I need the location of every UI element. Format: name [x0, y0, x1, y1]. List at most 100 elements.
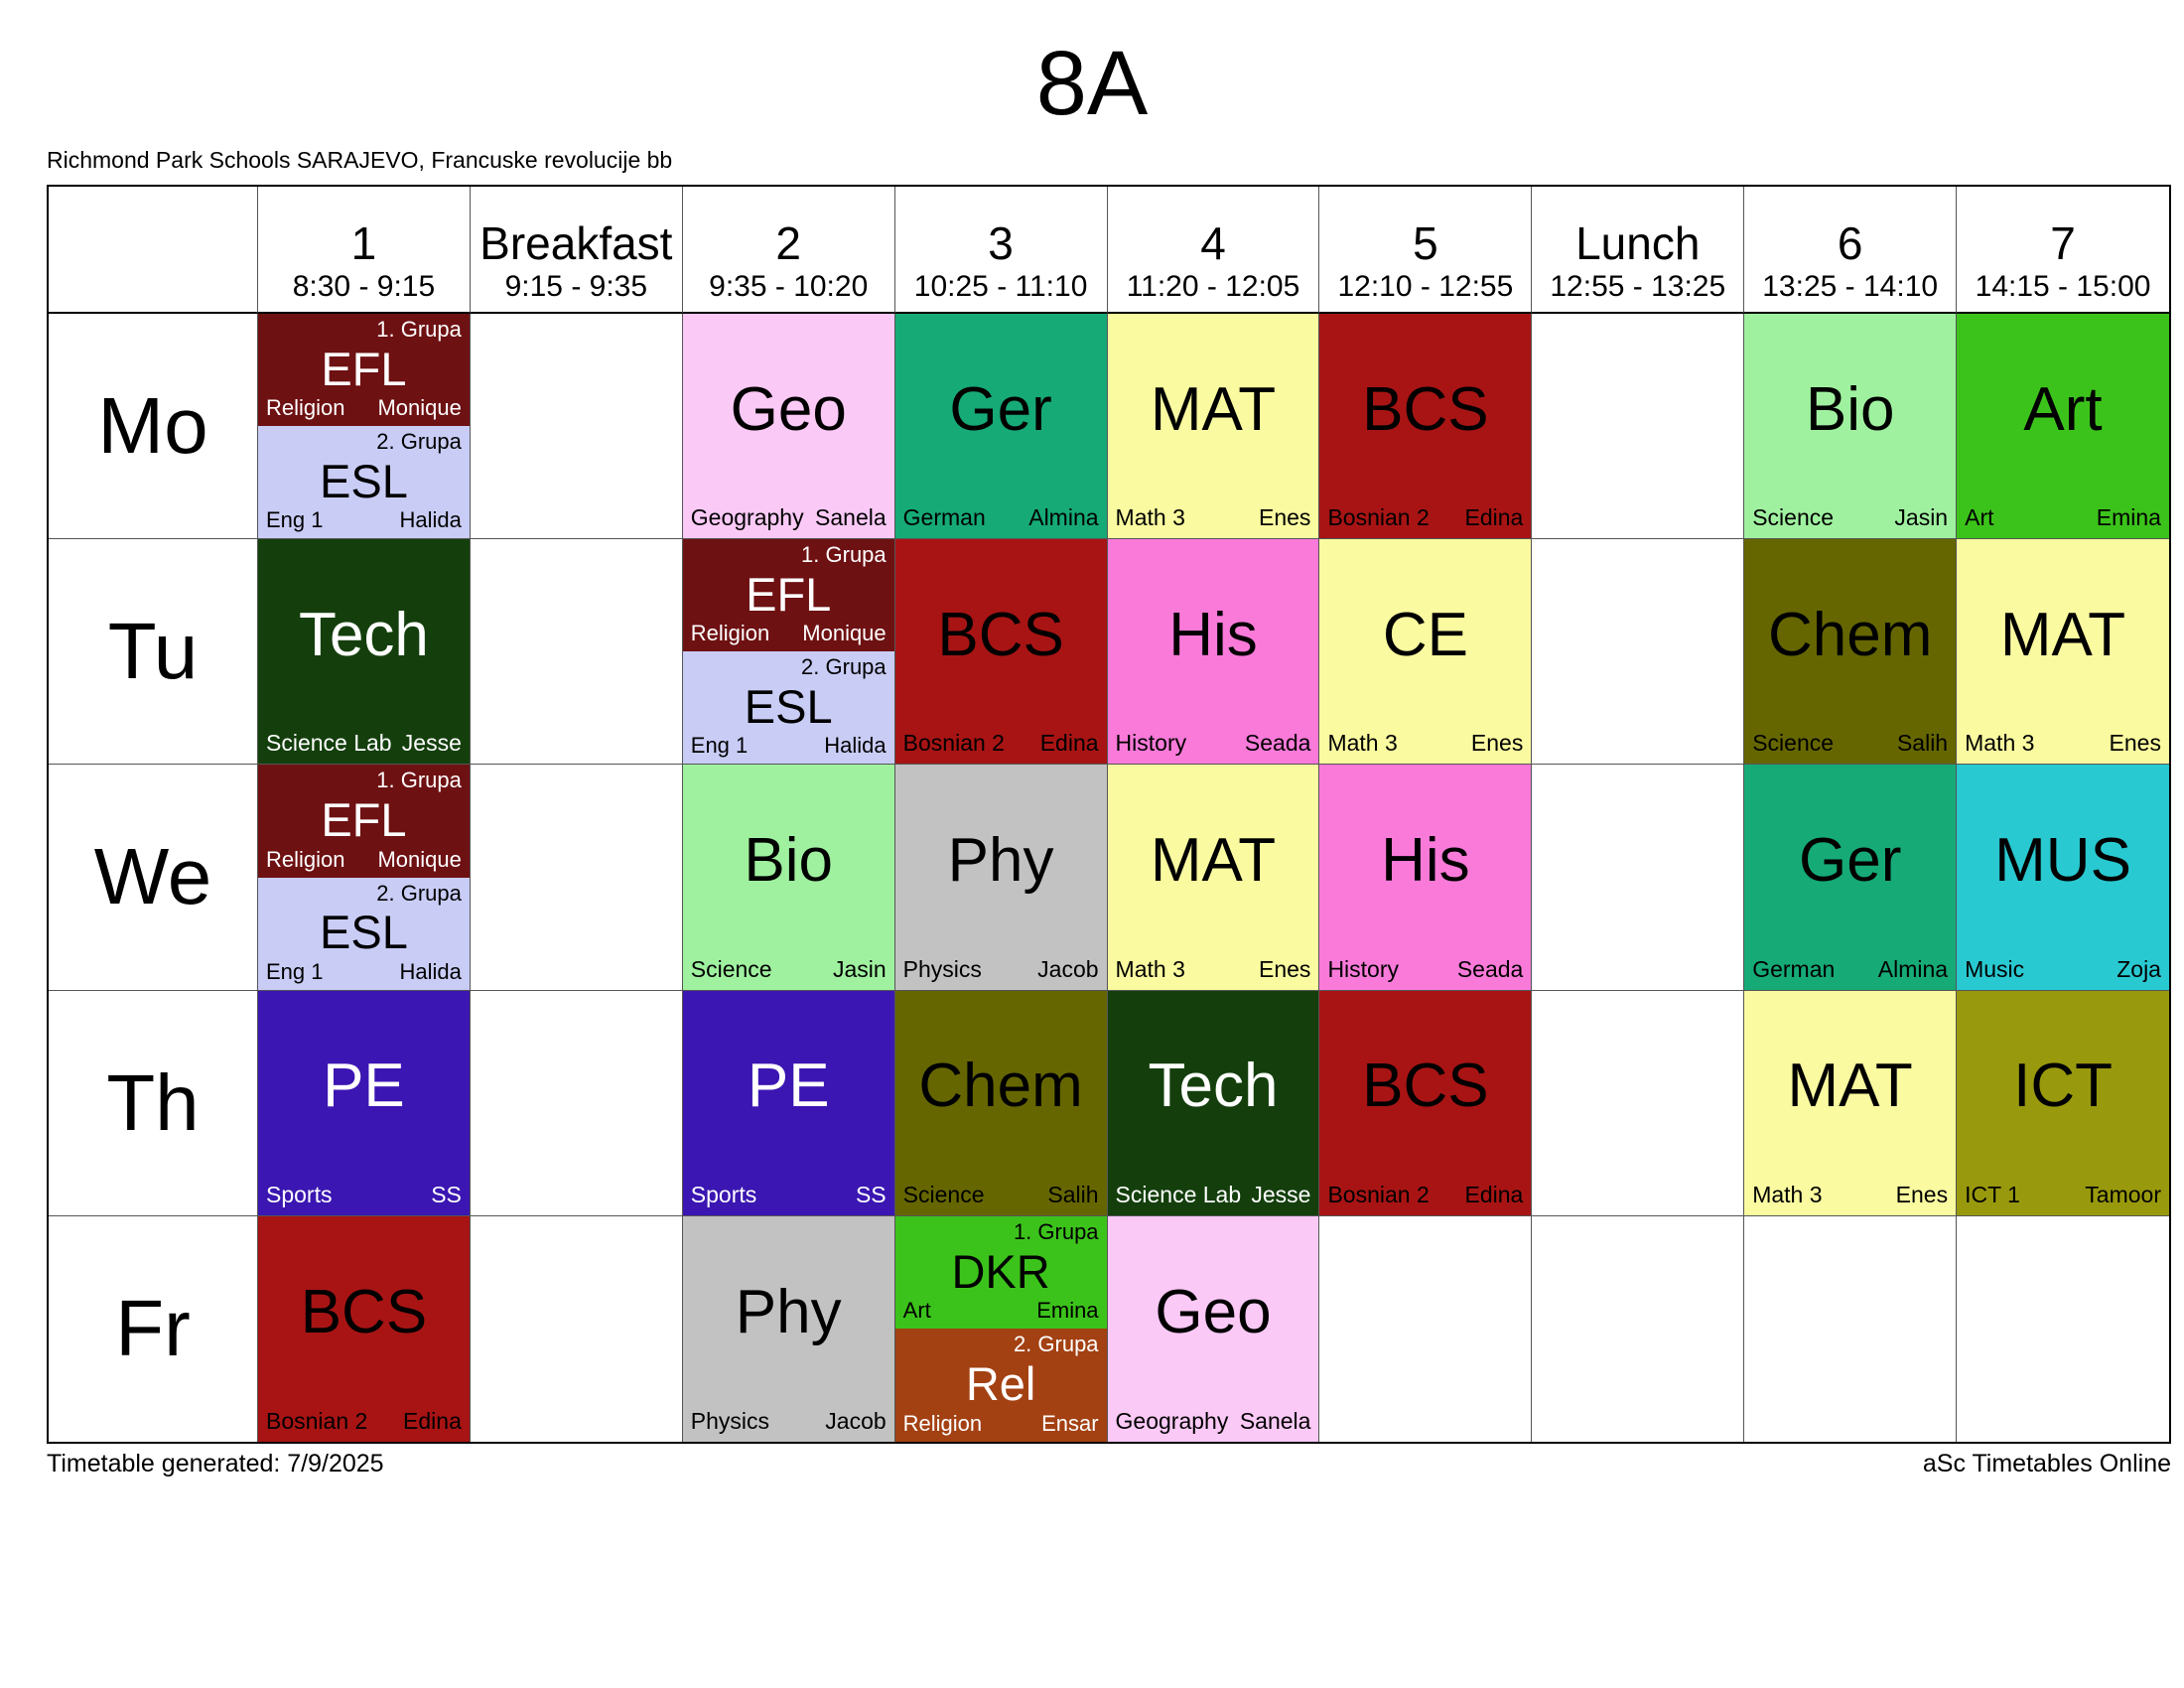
room-name: Geography [1115, 1407, 1229, 1434]
lesson-footer: Bosnian 2 Edina [1319, 1182, 1531, 1215]
subject-abbr: MAT [1150, 825, 1277, 895]
teacher-name: Jacob [825, 1407, 887, 1434]
period-label: 1 [350, 216, 377, 269]
period-header-breakfast: Breakfast 9:15 - 9:35 [470, 187, 683, 314]
teacher-name: Jacob [1037, 955, 1099, 982]
teacher-name: Jesse [401, 730, 462, 757]
room-name: Religion [266, 846, 345, 872]
room-name: Physics [690, 1407, 770, 1434]
empty-cell [470, 1215, 683, 1442]
lesson-footer: Bosnian 2 Edina [895, 730, 1107, 764]
teacher-name: Emina [1036, 1298, 1099, 1324]
room-name: Math 3 [1752, 1181, 1823, 1207]
lesson-footer: Art Emina [1957, 504, 2169, 538]
lesson-footer: Religion Ensar [895, 1411, 1107, 1442]
teacher-name: Emina [2096, 504, 2161, 531]
lesson-mat: MAT Math 3 Enes [1957, 539, 2169, 766]
lesson-efl: 1. Grupa EFL Religion Monique [682, 539, 894, 652]
day-label-mo: Mo [49, 314, 258, 540]
subject-abbr: MUS [1994, 825, 2131, 895]
lesson-ger: Ger German Almina [1744, 765, 1958, 991]
period-label: 2 [775, 216, 801, 269]
period-time: 9:35 - 10:20 [709, 269, 869, 303]
subject-abbr: Chem [1767, 600, 1933, 669]
lesson-footer: Geography Sanela [1108, 1408, 1319, 1442]
lesson-footer: Bosnian 2 Edina [1319, 504, 1531, 538]
day-label-text: We [93, 832, 212, 921]
room-name: Eng 1 [690, 733, 749, 759]
room-name: Science [1752, 730, 1835, 757]
room-name: Bosnian 2 [266, 1407, 368, 1434]
teacher-name: Halida [824, 733, 887, 759]
period-header-6: 6 13:25 - 14:10 [1744, 187, 1958, 314]
subject-abbr: EFL [321, 342, 407, 395]
teacher-name: Enes [1895, 1181, 1949, 1207]
subject-abbr: Ger [949, 374, 1052, 444]
subject-abbr: Tech [1148, 1052, 1279, 1121]
teacher-name: Monique [377, 395, 462, 421]
subject-abbr: Phy [947, 825, 1054, 895]
lesson-art: Art Art Emina [1957, 314, 2169, 540]
room-name: Science Lab [1115, 1181, 1242, 1207]
teacher-name: Almina [1028, 504, 1099, 531]
lesson-phy: Phy Physics Jacob [894, 765, 1108, 991]
lesson-pe: PE Sports SS [258, 990, 471, 1216]
empty-cell [470, 314, 683, 540]
period-time: 14:15 - 15:00 [1975, 269, 2151, 303]
lesson-footer: Eng 1 Halida [258, 959, 470, 990]
subject-abbr: CE [1382, 600, 1468, 669]
empty-cell [470, 539, 683, 766]
teacher-name: Edina [403, 1407, 462, 1434]
subject-abbr: BCS [300, 1277, 428, 1346]
room-name: Math 3 [1327, 730, 1398, 757]
subject-abbr: ICT [2013, 1052, 2113, 1121]
lesson-esl: 2. Grupa ESL Eng 1 Halida [682, 651, 894, 765]
room-name: ICT 1 [1965, 1181, 2020, 1207]
room-name: Bosnian 2 [1327, 1181, 1430, 1207]
period-time: 12:10 - 12:55 [1337, 269, 1514, 303]
subject-abbr: PE [323, 1052, 405, 1121]
subject-abbr: His [1381, 825, 1470, 895]
subject-abbr: Ger [1798, 825, 1902, 895]
lesson-bcs: BCS Bosnian 2 Edina [894, 539, 1108, 766]
subject-abbr: PE [747, 1052, 830, 1121]
period-time: 13:25 - 14:10 [1762, 269, 1939, 303]
teacher-name: Enes [1259, 504, 1311, 531]
room-name: Art [1965, 504, 1994, 531]
lesson-bcs: BCS Bosnian 2 Edina [1319, 314, 1533, 540]
page-title: 8A [1035, 33, 1149, 134]
room-name: Physics [902, 955, 982, 982]
subject-abbr: BCS [1362, 374, 1489, 444]
room-name: German [1752, 955, 1836, 982]
lesson-footer: Music Zoja [1957, 956, 2169, 990]
room-name: Eng 1 [266, 958, 324, 984]
period-header-2: 2 9:35 - 10:20 [682, 187, 895, 314]
room-name: Bosnian 2 [1327, 504, 1430, 531]
lesson-bio: Bio Science Jasin [682, 765, 895, 991]
group-label: 1. Grupa [376, 317, 462, 342]
day-label-we: We [49, 765, 258, 991]
group-label: 2. Grupa [1013, 1332, 1099, 1357]
room-name: Bosnian 2 [902, 730, 1005, 757]
group-label: 2. Grupa [376, 429, 462, 455]
lesson-mus: MUS Music Zoja [1957, 765, 2169, 991]
subject-abbr: ESL [320, 906, 408, 959]
school-name: Richmond Park Schools SARAJEVO, Francusk… [47, 147, 673, 173]
lesson-footer: Religion Monique [258, 847, 470, 878]
teacher-name: Enes [2109, 730, 2161, 757]
day-label-text: Mo [97, 381, 208, 471]
subject-abbr: MAT [1999, 600, 2126, 669]
lesson-footer: Science Jasin [1744, 504, 1956, 538]
lesson-esl: 2. Grupa ESL Eng 1 Halida [258, 426, 470, 539]
room-name: Religion [902, 1410, 983, 1436]
period-label: Breakfast [479, 216, 673, 269]
lesson-his: His History Seada [1107, 539, 1320, 766]
subject-abbr: Phy [735, 1277, 842, 1346]
lesson-ger: Ger German Almina [894, 314, 1108, 540]
subject-abbr: MAT [1150, 374, 1277, 444]
teacher-name: Halida [399, 507, 462, 533]
day-label-tu: Tu [49, 539, 258, 766]
teacher-name: Tamoor [2085, 1181, 2161, 1207]
day-label-th: Th [49, 990, 258, 1216]
lesson-footer: ICT 1 Tamoor [1957, 1182, 2169, 1215]
